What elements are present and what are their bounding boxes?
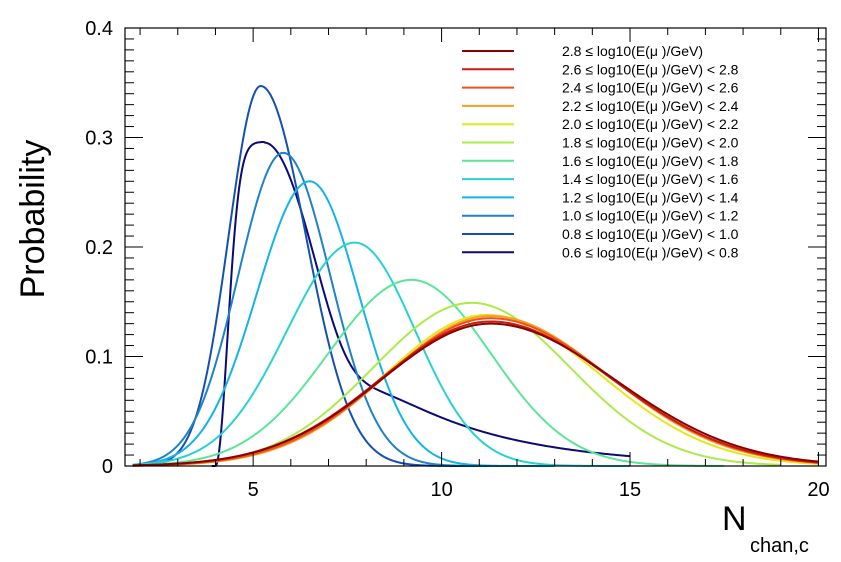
- legend-label: 2.0 ≤ log10(E(μ )/GeV) < 2.2: [562, 116, 739, 132]
- tick-labels-group: 5 10 15 20 0 0.1 0.2 0.3 0.4: [85, 18, 829, 501]
- x-axis-title-subscript: chan,c: [750, 535, 809, 557]
- x-tick-label: 10: [430, 479, 452, 501]
- ticks-group: [125, 27, 826, 467]
- legend-entry: 2.6 ≤ log10(E(μ )/GeV) < 2.8: [462, 61, 739, 77]
- y-tick-label: 0.4: [85, 18, 113, 40]
- y-tick-label: 0.3: [85, 128, 113, 150]
- legend-entry: 1.2 ≤ log10(E(μ )/GeV) < 1.4: [462, 189, 739, 205]
- series-line: [132, 278, 725, 467]
- y-tick-label: 0.1: [85, 347, 113, 369]
- legend-label: 2.4 ≤ log10(E(μ )/GeV) < 2.6: [562, 80, 739, 96]
- legend-entry: 2.8 ≤ log10(E(μ )/GeV): [462, 43, 703, 59]
- legend-entry: 2.2 ≤ log10(E(μ )/GeV) < 2.4: [462, 98, 739, 114]
- legend-entry: 1.8 ≤ log10(E(μ )/GeV) < 2.0: [462, 135, 739, 151]
- x-tick-label: 20: [807, 479, 829, 501]
- legend-entry: 1.0 ≤ log10(E(μ )/GeV) < 1.2: [462, 208, 739, 224]
- legend-entry: 2.4 ≤ log10(E(μ )/GeV) < 2.6: [462, 80, 739, 96]
- series-line: [132, 85, 517, 467]
- legend-entry: 0.6 ≤ log10(E(μ )/GeV) < 0.8: [462, 244, 739, 260]
- y-tick-label: 0: [102, 456, 113, 478]
- legend-label: 1.8 ≤ log10(E(μ )/GeV) < 2.0: [562, 135, 739, 151]
- x-axis-title-main: N: [722, 500, 747, 538]
- series-line: [132, 314, 819, 467]
- x-tick-label: 15: [619, 479, 641, 501]
- legend-entry: 1.6 ≤ log10(E(μ )/GeV) < 1.8: [462, 153, 739, 169]
- series-line: [211, 140, 631, 467]
- legend: 2.8 ≤ log10(E(μ )/GeV) 2.6 ≤ log10(E(μ )/…: [462, 43, 739, 260]
- x-tick-label: 5: [248, 479, 259, 501]
- legend-label: 1.6 ≤ log10(E(μ )/GeV) < 1.8: [562, 153, 739, 169]
- y-axis-title: Probability: [14, 140, 52, 299]
- legend-label: 0.6 ≤ log10(E(μ )/GeV) < 0.8: [562, 244, 739, 260]
- plot-area: [124, 27, 827, 467]
- legend-label: 2.8 ≤ log10(E(μ )/GeV): [562, 43, 703, 59]
- legend-label: 2.6 ≤ log10(E(μ )/GeV) < 2.8: [562, 61, 739, 77]
- legend-entry: 2.0 ≤ log10(E(μ )/GeV) < 2.2: [462, 116, 739, 132]
- legend-entry: 1.4 ≤ log10(E(μ )/GeV) < 1.6: [462, 171, 739, 187]
- legend-label: 2.2 ≤ log10(E(μ )/GeV) < 2.4: [562, 98, 739, 114]
- series-line: [132, 241, 631, 467]
- legend-label: 1.2 ≤ log10(E(μ )/GeV) < 1.4: [562, 189, 739, 205]
- legend-label: 1.4 ≤ log10(E(μ )/GeV) < 1.6: [562, 171, 739, 187]
- y-tick-label: 0.2: [85, 237, 113, 259]
- legend-label: 0.8 ≤ log10(E(μ )/GeV) < 1.0: [562, 226, 739, 242]
- series-line: [132, 322, 819, 467]
- curves-group: [132, 85, 819, 467]
- legend-entry: 0.8 ≤ log10(E(μ )/GeV) < 1.0: [462, 226, 739, 242]
- series-line: [132, 320, 819, 467]
- legend-label: 1.0 ≤ log10(E(μ )/GeV) < 1.2: [562, 208, 739, 224]
- x-axis-title: N chan,c: [722, 500, 809, 557]
